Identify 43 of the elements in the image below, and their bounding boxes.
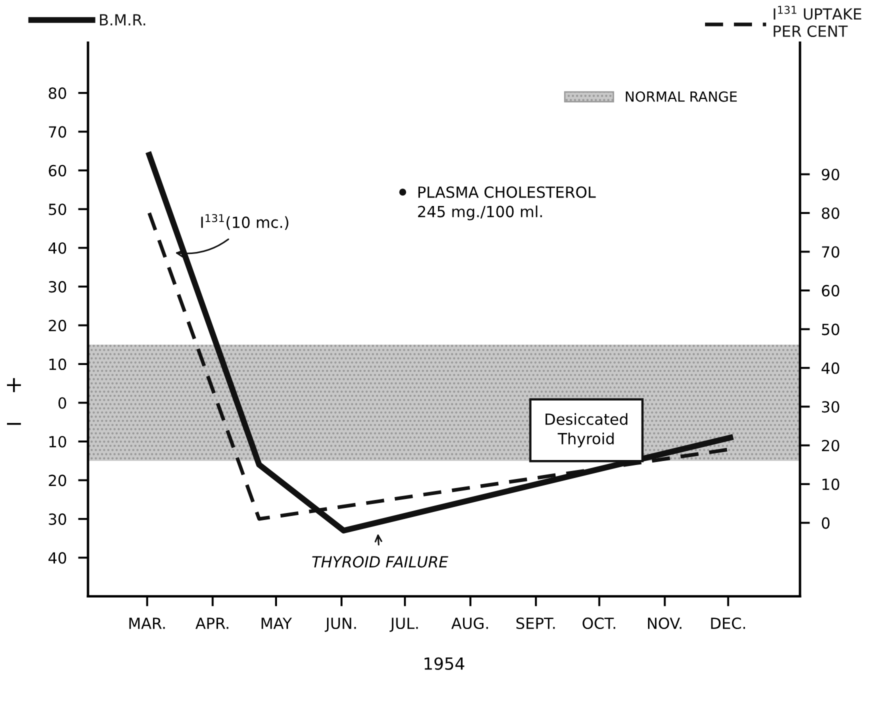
y2-tick-label: 80 [822,207,840,220]
y2-tick-label: 70 [822,246,840,258]
x-tick-label: AUG. [451,618,488,630]
y2-tick-label: 90 [822,168,840,180]
y2-tick-label: 0 [822,517,830,529]
y-tick-label: 20 [48,474,66,486]
x-tick-label: APR. [195,618,228,629]
annotation: THYROID FAILURE [312,556,448,568]
legend-label: B.M.R. [100,14,146,26]
y-tick-label: 70 [48,126,66,138]
x-tick-label: NOV. [648,618,682,630]
y-tick-label: 10 [49,358,66,370]
y2-tick-label: 60 [822,284,840,296]
annotation: PLASMA CHOLESTEROL 245 mg./100 ml. [418,186,596,220]
x-tick-label: OCT. [582,618,616,630]
y2-tick-label: 50 [822,324,840,336]
x-tick-label: MAR. [129,618,165,629]
y-tick-label: 40 [48,552,66,564]
y-tick-label: 30 [48,281,66,293]
text: − [6,422,21,425]
y-tick-label: 20 [48,320,66,332]
y-tick-label: 10 [49,436,66,448]
x-axis-title: 1954 [424,657,464,670]
legend-label: NORMAL RANGE [626,91,737,102]
x-tick-label: JUN. [324,618,356,632]
y-tick-label: 0 [58,397,66,409]
legend-label: I$^{131}$ UPTAKE PER CENT [774,6,862,38]
y-tick-label: 80 [48,87,66,99]
y2-tick-label: 40 [822,362,840,374]
y2-tick-label: 10 [822,478,840,490]
y2-tick-label: 30 [822,401,840,413]
y-tick-label: 50 [48,204,66,216]
annotation: Desiccated Thyroid [546,413,628,448]
x-tick-label: MAY [262,618,292,629]
y-tick-label: 40 [48,242,66,254]
y-tick-label: 30 [48,513,66,525]
y-tick-label: 60 [48,164,66,176]
x-tick-label: DEC. [711,618,745,630]
text: + [6,378,21,392]
annotation: I$^{131}$(10 mc.) [201,214,288,230]
y2-tick-label: 20 [822,440,840,452]
x-tick-label: JUL. [390,618,418,632]
x-tick-label: SEPT. [516,618,555,630]
